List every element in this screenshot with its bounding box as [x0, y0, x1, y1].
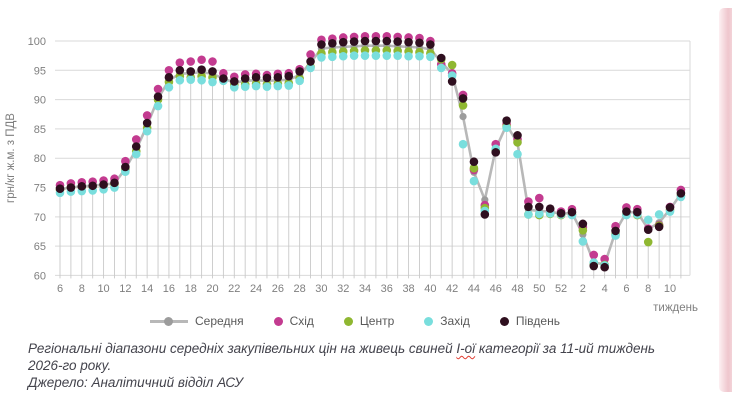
chart-legend: Середня Схід Центр Захід Південь [0, 314, 710, 328]
svg-text:18: 18 [185, 283, 197, 295]
drop-lines [59, 55, 682, 279]
series-markers-skhid [55, 32, 686, 264]
svg-text:10: 10 [97, 283, 109, 295]
svg-text:30: 30 [315, 283, 327, 295]
svg-text:38: 38 [402, 283, 414, 295]
legend-item-serednya: Середня [150, 314, 244, 328]
svg-text:40: 40 [424, 283, 436, 295]
caption-source: Джерело: Аналітичний відділ АСУ [28, 375, 244, 390]
series-markers-tsentr [55, 46, 686, 270]
svg-text:28: 28 [294, 283, 306, 295]
svg-text:52: 52 [555, 283, 567, 295]
caption-misspelled-word: І-ої [456, 341, 476, 356]
svg-text:4: 4 [602, 283, 608, 295]
svg-text:36: 36 [381, 283, 393, 295]
svg-text:34: 34 [359, 283, 371, 295]
legend-key-dot-icon [343, 316, 353, 326]
svg-text:16: 16 [163, 283, 175, 295]
series-markers-zakhid [55, 51, 686, 270]
legend-item-skhid: Схід [273, 314, 314, 328]
svg-text:46: 46 [490, 283, 502, 295]
legend-key-line-icon [150, 316, 189, 326]
svg-text:6: 6 [57, 283, 63, 295]
series-line-serednya [59, 44, 682, 266]
x-axis-title: тиждень [653, 302, 698, 314]
svg-text:8: 8 [79, 283, 85, 295]
svg-text:95: 95 [34, 65, 46, 77]
svg-text:12: 12 [119, 283, 131, 295]
svg-text:14: 14 [141, 283, 153, 295]
svg-text:26: 26 [272, 283, 284, 295]
caption-line-1: Регіональні діапазони середніх закупівел… [28, 340, 716, 357]
page-edge-strip [719, 8, 732, 392]
caption-line-2: 2026-го року. [28, 358, 112, 373]
legend-label: Захід [440, 314, 470, 328]
svg-text:10: 10 [664, 283, 676, 295]
svg-text:80: 80 [34, 153, 46, 165]
series-markers-serednya [56, 42, 685, 268]
legend-label: Південь [515, 314, 560, 328]
svg-text:85: 85 [34, 124, 46, 136]
svg-text:8: 8 [645, 283, 651, 295]
svg-text:24: 24 [250, 283, 262, 295]
legend-item-pivden: Південь [499, 314, 560, 328]
legend-key-dot-icon [424, 316, 434, 326]
x-tick-labels: 6 8 10 12 14 16 18 20 22 24 26 28 30 32 34 36 38 40 42 44 46… [57, 283, 676, 295]
chart-caption: Регіональні діапазони середніх закупівел… [28, 340, 716, 391]
svg-text:65: 65 [34, 241, 46, 253]
legend-label: Центр [359, 314, 395, 328]
svg-text:50: 50 [533, 283, 545, 295]
legend-key-dot-icon [273, 316, 283, 326]
legend-item-zakhid: Захід [424, 314, 470, 328]
svg-text:48: 48 [511, 283, 523, 295]
svg-text:22: 22 [228, 283, 240, 295]
caption-text-part1: Регіональні діапазони середніх закупівел… [28, 341, 457, 356]
svg-text:100: 100 [28, 36, 46, 48]
svg-text:6: 6 [623, 283, 629, 295]
svg-text:90: 90 [34, 95, 46, 107]
svg-text:32: 32 [337, 283, 349, 295]
svg-text:44: 44 [468, 283, 480, 295]
svg-text:20: 20 [206, 283, 218, 295]
svg-text:75: 75 [34, 183, 46, 195]
svg-text:60: 60 [34, 270, 46, 282]
svg-text:2: 2 [580, 283, 586, 295]
caption-text-part2: категорії за 11-ий тиждень [475, 341, 655, 356]
legend-item-tsentr: Центр [343, 314, 395, 328]
series-markers-pivden [55, 36, 686, 272]
legend-label: Схід [289, 314, 314, 328]
svg-text:42: 42 [446, 283, 458, 295]
svg-text:70: 70 [34, 212, 46, 224]
legend-key-dot-icon [499, 316, 509, 326]
y-axis-title: грн/кг ж.м. з ПДВ [5, 113, 17, 203]
legend-label: Середня [195, 314, 244, 328]
